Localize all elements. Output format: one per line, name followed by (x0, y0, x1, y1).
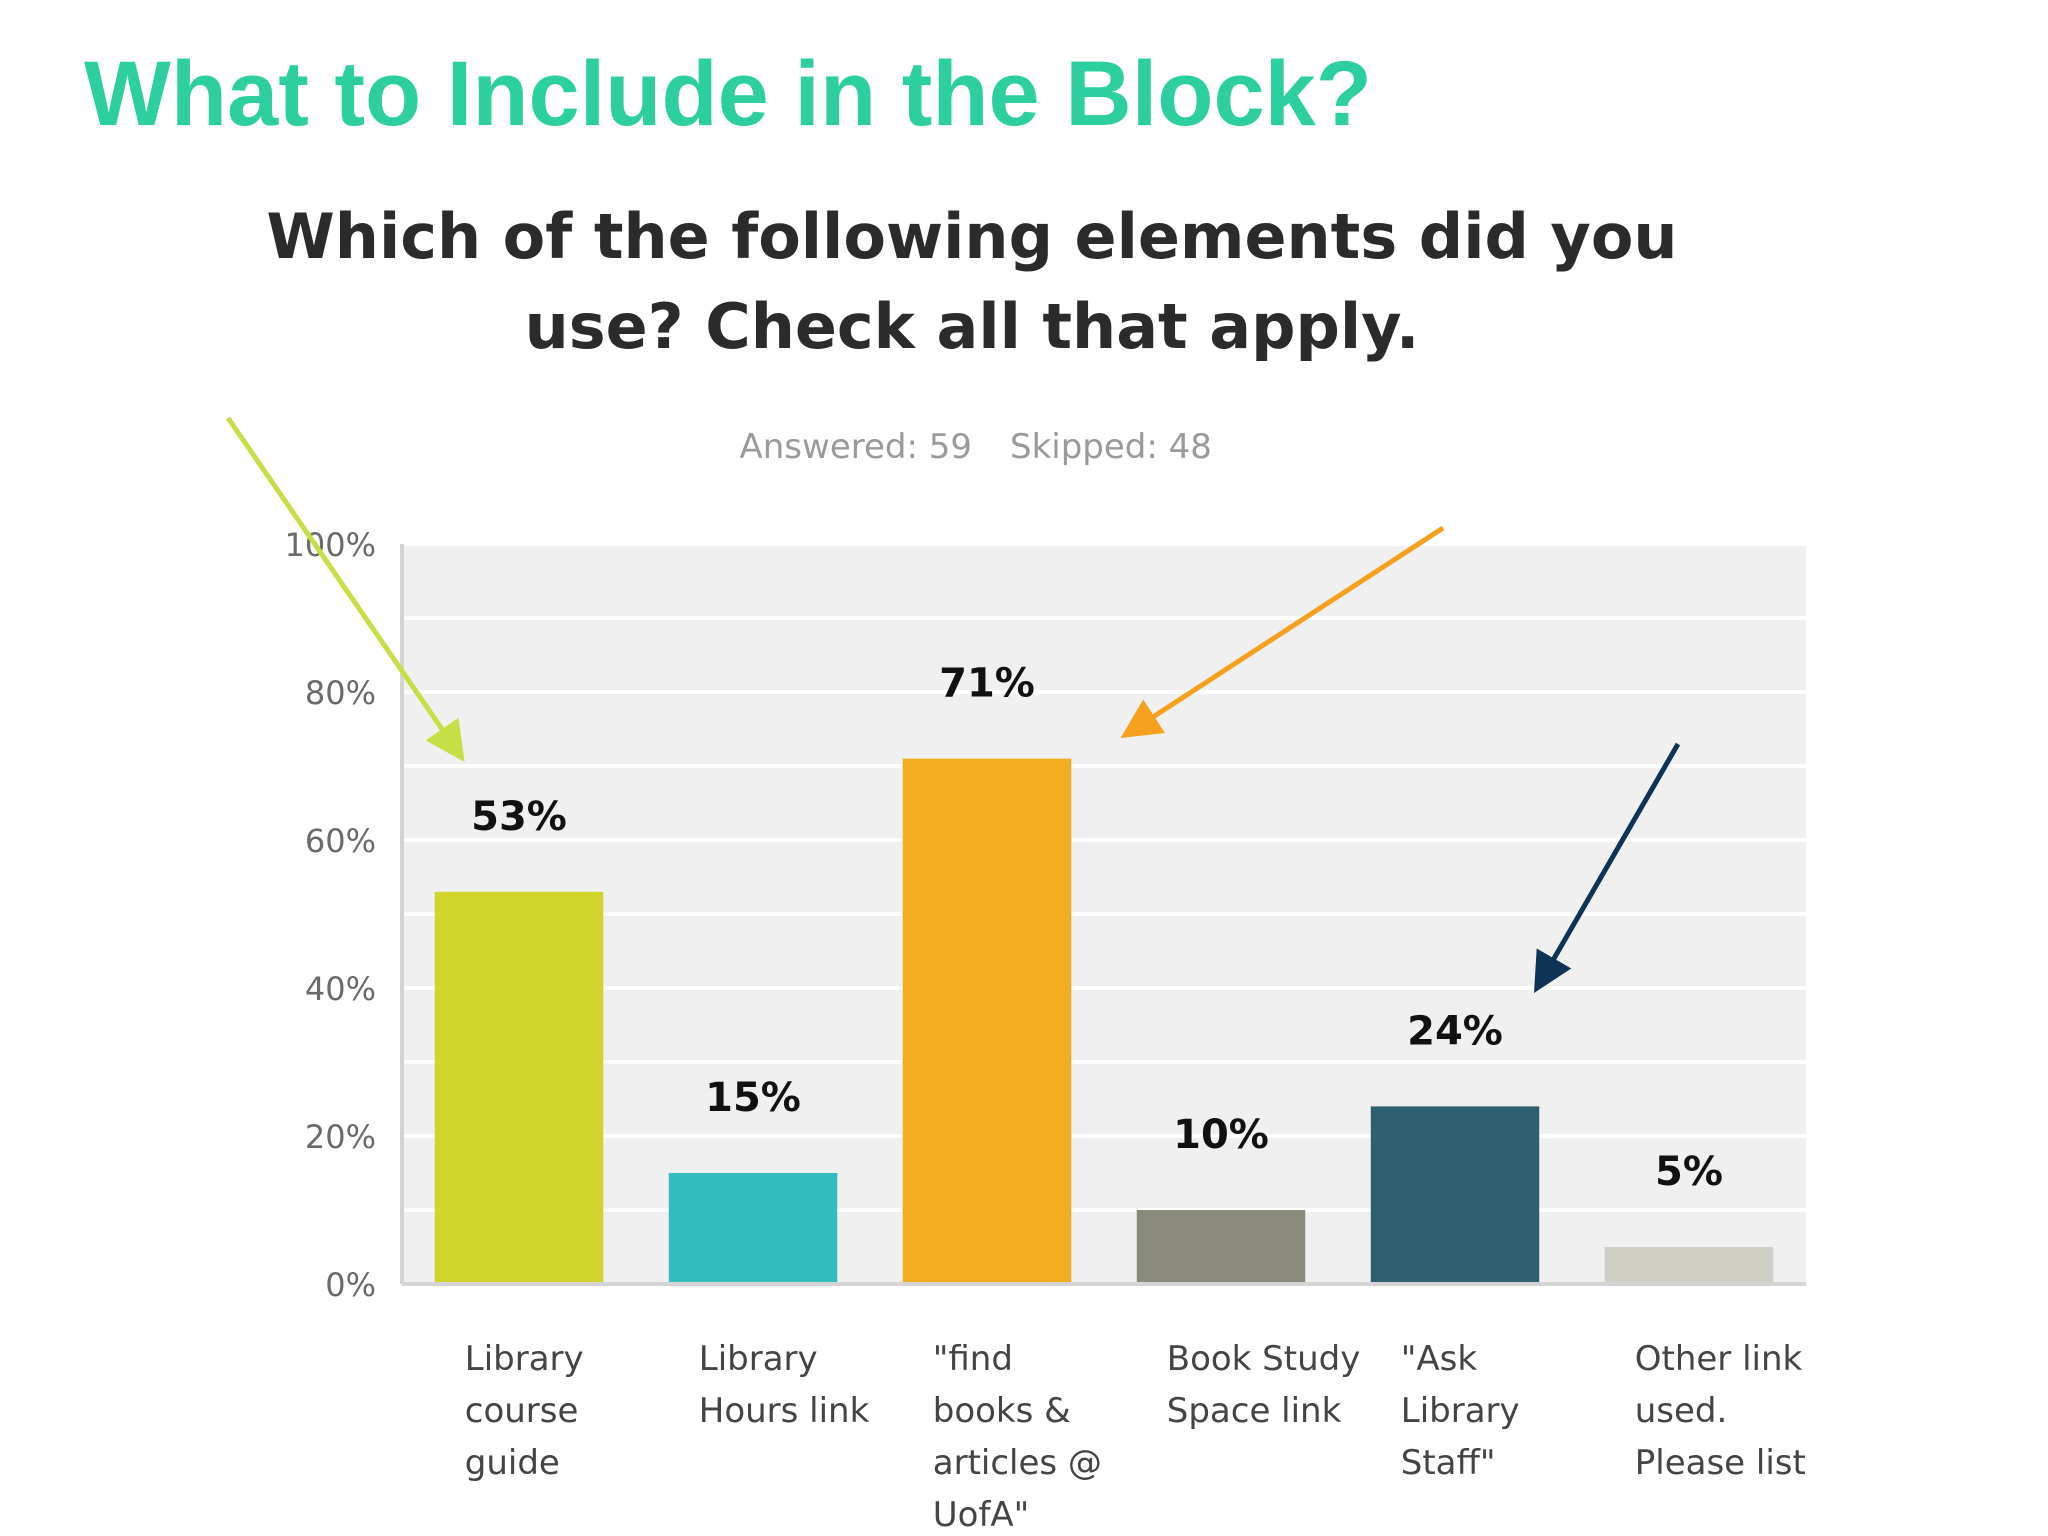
bar (1604, 1247, 1774, 1284)
bar (902, 758, 1072, 1284)
x-tick-label: Library (1401, 1391, 1520, 1431)
data-label: 5% (1655, 1149, 1723, 1195)
x-tick-label: guide (465, 1443, 560, 1483)
x-tick-label: Hours link (699, 1391, 870, 1431)
chart-title-line-2: use? Check all that apply. (525, 290, 1420, 363)
data-label: 71% (939, 661, 1035, 707)
x-tick-label: course (465, 1391, 579, 1431)
x-tick-label: Please list (1635, 1443, 1806, 1483)
data-label: 53% (471, 794, 567, 840)
bar (1370, 1106, 1540, 1284)
x-tick-label: Library (465, 1339, 584, 1379)
bar (1136, 1210, 1306, 1284)
x-tick-label: "find (933, 1339, 1013, 1379)
data-label: 10% (1173, 1112, 1269, 1158)
data-label: 24% (1407, 1008, 1503, 1054)
chart-title-line-1: Which of the following elements did you (266, 200, 1677, 273)
y-tick-label: 100% (285, 526, 376, 564)
x-tick-label: Library (699, 1339, 818, 1379)
bar (434, 891, 604, 1284)
y-tick-label: 80% (305, 674, 376, 712)
x-tick-label: "Ask (1401, 1339, 1478, 1379)
x-tick-label: articles @ (933, 1443, 1102, 1483)
x-tick-label: Staff" (1401, 1443, 1496, 1483)
data-label: 15% (705, 1075, 801, 1121)
y-tick-label: 40% (305, 970, 376, 1008)
y-tick-label: 60% (305, 822, 376, 860)
bar (668, 1173, 838, 1284)
x-tick-label: Book Study (1167, 1339, 1361, 1379)
y-tick-label: 0% (325, 1266, 376, 1304)
skipped-count: Skipped: 48 (1010, 427, 1212, 467)
y-tick-label: 20% (305, 1118, 376, 1156)
x-tick-label: books & (933, 1391, 1071, 1431)
annotation-arrow (1120, 525, 1445, 739)
annotation-arrow (1533, 742, 1681, 994)
x-tick-label: Space link (1167, 1391, 1342, 1431)
x-tick-label: UofA" (933, 1495, 1030, 1535)
x-tick-label: used. (1635, 1391, 1728, 1431)
annotation-arrow (225, 416, 465, 763)
answered-count: Answered: 59 (739, 427, 972, 467)
x-tick-label: Other link (1635, 1339, 1803, 1379)
slide-title: What to Include in the Block? (84, 43, 1372, 145)
